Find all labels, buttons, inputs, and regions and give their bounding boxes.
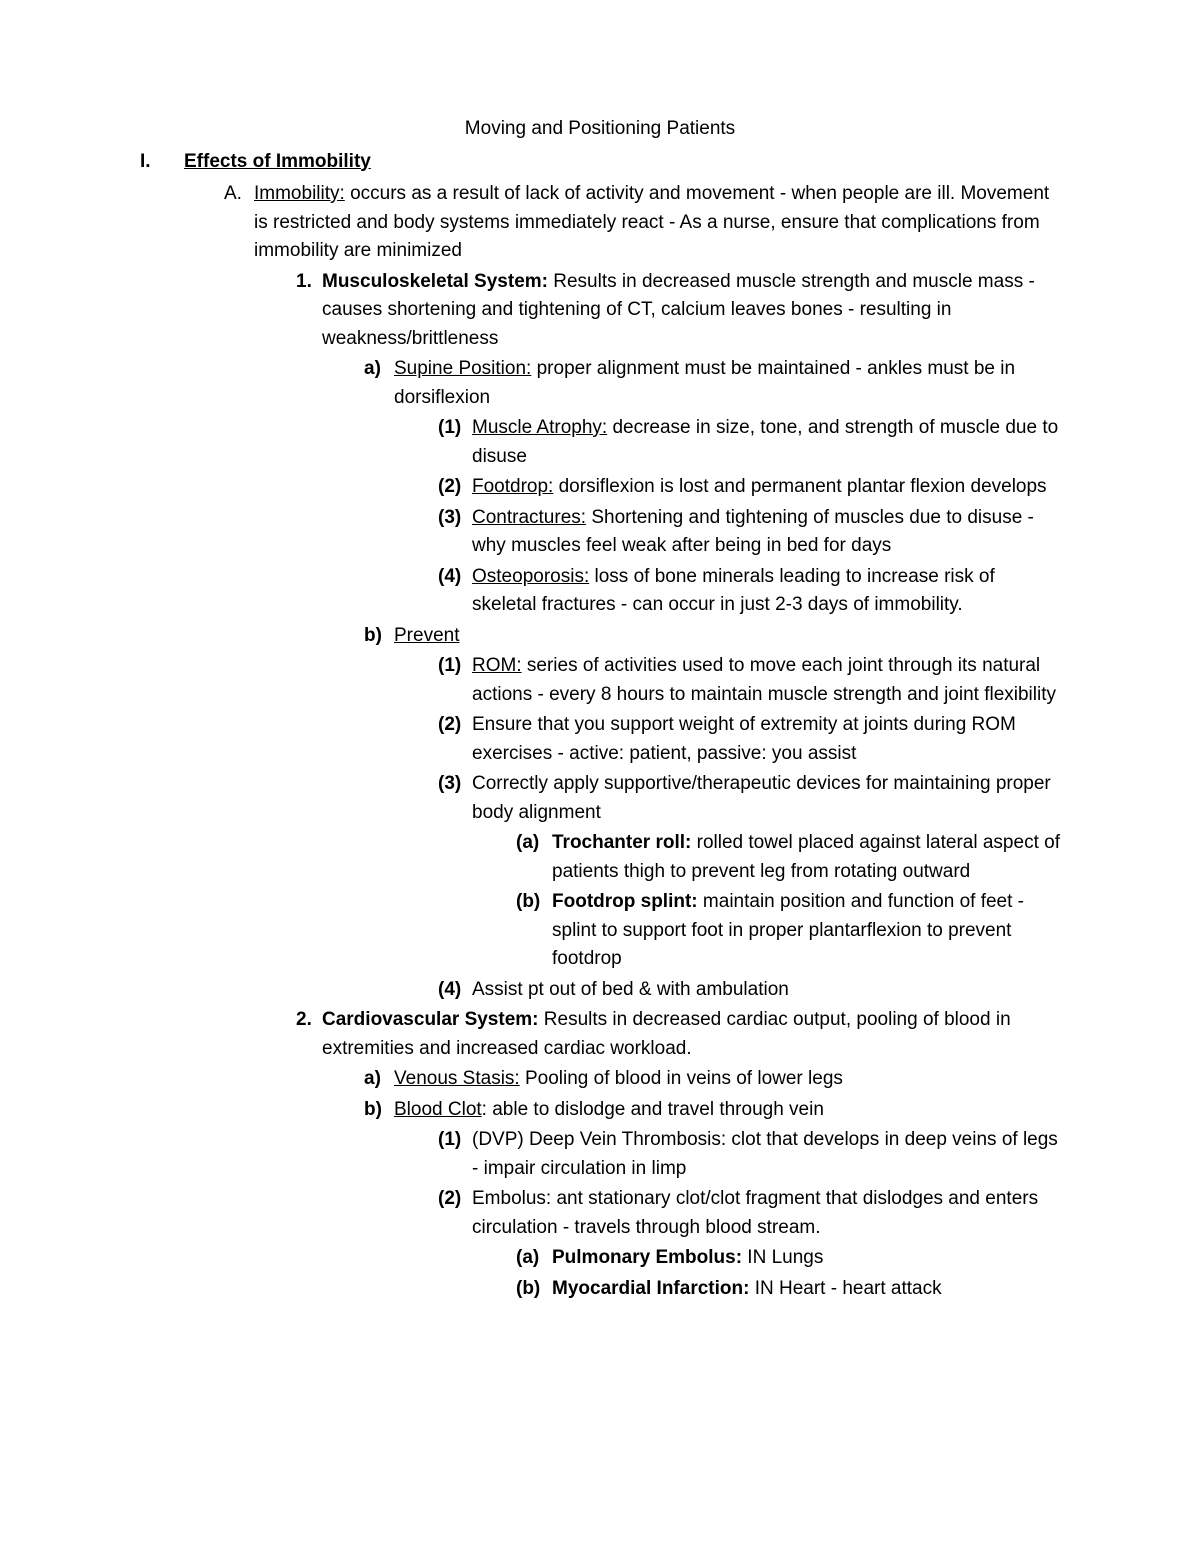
content: Embolus: ant stationary clot/clot fragme…: [472, 1185, 1060, 1303]
body-text: dorsiflexion is lost and permanent plant…: [553, 476, 1046, 497]
head-pulmonary: Pulmonary Embolus:: [552, 1247, 742, 1268]
body-text: series of activities used to move each j…: [472, 655, 1056, 705]
letter-marker: a): [364, 355, 394, 620]
content: Contractures: Shortening and tightening …: [472, 504, 1060, 561]
term-venous: Venous Stasis:: [394, 1068, 520, 1089]
paren-marker: (2): [438, 473, 472, 502]
section-content: Effects of Immobility A. Immobility: occ…: [184, 148, 1060, 1304]
item-2b2: (2) Embolus: ant stationary clot/clot fr…: [394, 1185, 1060, 1303]
item-1b4: (4) Assist pt out of bed & with ambulati…: [394, 976, 1060, 1005]
item-1a: a) Supine Position: proper alignment mus…: [322, 355, 1060, 620]
body-text: IN Heart - heart attack: [749, 1278, 941, 1299]
paren-marker: (1): [438, 414, 472, 471]
term-contractures: Contractures:: [472, 507, 586, 528]
section-heading: Effects of Immobility: [184, 148, 1060, 177]
head-musculoskeletal: Musculoskeletal System:: [322, 271, 548, 292]
term-supine: Supine Position:: [394, 358, 531, 379]
body-text: IN Lungs: [742, 1247, 823, 1268]
item-2b: b) Blood Clot: able to dislodge and trav…: [322, 1096, 1060, 1304]
letter-marker: b): [364, 1096, 394, 1304]
section-I: I. Effects of Immobility A. Immobility: …: [140, 148, 1060, 1304]
head-cardio: Cardiovascular System:: [322, 1009, 539, 1030]
item-1a2: (2) Footdrop: dorsiflexion is lost and p…: [394, 473, 1060, 502]
item-1-content: Musculoskeletal System: Results in decre…: [322, 268, 1060, 1005]
item-1a4: (4) Osteoporosis: loss of bone minerals …: [394, 563, 1060, 620]
item-1b3b: (b) Footdrop splint: maintain position a…: [472, 888, 1060, 974]
term-prevent: Prevent: [394, 625, 459, 646]
item-2: 2. Cardiovascular System: Results in dec…: [254, 1006, 1060, 1303]
paren-marker: (1): [438, 652, 472, 709]
item-1a-content: Supine Position: proper alignment must b…: [394, 355, 1060, 620]
body-text: Pooling of blood in veins of lower legs: [520, 1068, 843, 1089]
item-1b3: (3) Correctly apply supportive/therapeut…: [394, 770, 1060, 974]
paren-alpha-marker: (a): [516, 1244, 552, 1273]
item-1b3a: (a) Trochanter roll: rolled towel placed…: [472, 829, 1060, 886]
content: Correctly apply supportive/therapeutic d…: [472, 770, 1060, 974]
content: Assist pt out of bed & with ambulation: [472, 976, 1060, 1005]
item-1b2: (2) Ensure that you support weight of ex…: [394, 711, 1060, 768]
alpha-marker: A.: [224, 180, 254, 1303]
item-2b1: (1) (DVP) Deep Vein Thrombosis: clot tha…: [394, 1126, 1060, 1183]
paren-marker: (3): [438, 504, 472, 561]
item-1b1: (1) ROM: series of activities used to mo…: [394, 652, 1060, 709]
term-bloodclot: Blood Clot: [394, 1099, 482, 1120]
paren-marker: (2): [438, 711, 472, 768]
content: (DVP) Deep Vein Thrombosis: clot that de…: [472, 1126, 1060, 1183]
roman-marker: I.: [140, 148, 184, 1304]
document-page: Moving and Positioning Patients I. Effec…: [0, 0, 1200, 1553]
body-text: : able to dislodge and travel through ve…: [482, 1099, 824, 1120]
content: Pulmonary Embolus: IN Lungs: [552, 1244, 1060, 1273]
content: Footdrop splint: maintain position and f…: [552, 888, 1060, 974]
body-text: Correctly apply supportive/therapeutic d…: [472, 773, 1051, 823]
item-1b-content: Prevent (1) ROM: series of activities us…: [394, 622, 1060, 1005]
content: Myocardial Infarction: IN Heart - heart …: [552, 1275, 1060, 1304]
head-mi: Myocardial Infarction:: [552, 1278, 749, 1299]
letter-marker: b): [364, 622, 394, 1005]
num-marker: 1.: [296, 268, 322, 1005]
paren-marker: (4): [438, 563, 472, 620]
content: ROM: series of activities used to move e…: [472, 652, 1060, 709]
item-2b2b: (b) Myocardial Infarction: IN Heart - he…: [472, 1275, 1060, 1304]
content: Muscle Atrophy: decrease in size, tone, …: [472, 414, 1060, 471]
content: Ensure that you support weight of extrem…: [472, 711, 1060, 768]
paren-marker: (1): [438, 1126, 472, 1183]
item-1a1: (1) Muscle Atrophy: decrease in size, to…: [394, 414, 1060, 471]
paren-marker: (2): [438, 1185, 472, 1303]
content: Osteoporosis: loss of bone minerals lead…: [472, 563, 1060, 620]
paren-marker: (3): [438, 770, 472, 974]
item-2b-content: Blood Clot: able to dislodge and travel …: [394, 1096, 1060, 1304]
item-1a3: (3) Contractures: Shortening and tighten…: [394, 504, 1060, 561]
term-osteoporosis: Osteoporosis:: [472, 566, 589, 587]
body-text: occurs as a result of lack of activity a…: [254, 183, 1049, 261]
item-1b: b) Prevent (1) ROM: series of activities…: [322, 622, 1060, 1005]
letter-marker: a): [364, 1065, 394, 1094]
term-footdrop: Footdrop:: [472, 476, 553, 497]
paren-alpha-marker: (a): [516, 829, 552, 886]
paren-marker: (4): [438, 976, 472, 1005]
content: Footdrop: dorsiflexion is lost and perma…: [472, 473, 1060, 502]
content: Venous Stasis: Pooling of blood in veins…: [394, 1065, 1060, 1094]
term-immobility: Immobility:: [254, 183, 345, 204]
item-A-content: Immobility: occurs as a result of lack o…: [254, 180, 1060, 1303]
page-title: Moving and Positioning Patients: [140, 115, 1060, 144]
paren-alpha-marker: (b): [516, 888, 552, 974]
item-2b2a: (a) Pulmonary Embolus: IN Lungs: [472, 1244, 1060, 1273]
item-2-content: Cardiovascular System: Results in decrea…: [322, 1006, 1060, 1303]
item-A: A. Immobility: occurs as a result of lac…: [184, 180, 1060, 1303]
head-trochanter: Trochanter roll:: [552, 832, 691, 853]
body-text: Embolus: ant stationary clot/clot fragme…: [472, 1188, 1038, 1238]
num-marker: 2.: [296, 1006, 322, 1303]
term-atrophy: Muscle Atrophy:: [472, 417, 607, 438]
head-footdrop-splint: Footdrop splint:: [552, 891, 698, 912]
item-1: 1. Musculoskeletal System: Results in de…: [254, 268, 1060, 1005]
content: Trochanter roll: rolled towel placed aga…: [552, 829, 1060, 886]
paren-alpha-marker: (b): [516, 1275, 552, 1304]
item-2a: a) Venous Stasis: Pooling of blood in ve…: [322, 1065, 1060, 1094]
term-rom: ROM:: [472, 655, 522, 676]
